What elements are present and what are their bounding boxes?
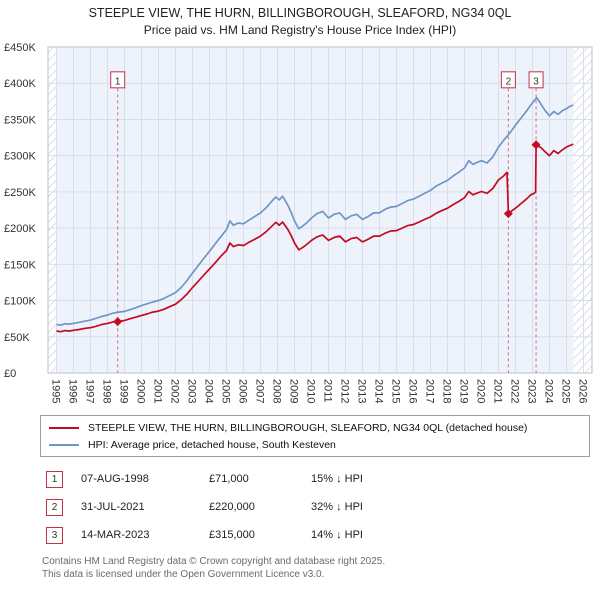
svg-text:2025: 2025 (560, 379, 572, 403)
svg-text:3: 3 (533, 76, 539, 87)
transaction-hpi-delta: 32% ↓ HPI (311, 501, 363, 513)
svg-text:2009: 2009 (288, 379, 300, 403)
legend-label-price-paid: STEEPLE VIEW, THE HURN, BILLINGBOROUGH, … (88, 421, 528, 434)
svg-text:2020: 2020 (475, 379, 487, 403)
legend-swatch-price-paid (49, 426, 79, 429)
svg-text:1997: 1997 (84, 379, 96, 403)
license-footer: Contains HM Land Registry data © Crown c… (42, 555, 600, 581)
svg-text:£150K: £150K (4, 259, 36, 271)
svg-text:£50K: £50K (4, 332, 30, 344)
svg-text:2001: 2001 (152, 379, 164, 403)
svg-text:£100K: £100K (4, 296, 36, 308)
transaction-hpi-delta: 14% ↓ HPI (311, 529, 363, 541)
legend-item-hpi: HPI: Average price, detached house, Sout… (49, 436, 581, 453)
svg-text:1996: 1996 (67, 379, 79, 403)
transactions-table: 1 07-AUG-1998 £71,000 15% ↓ HPI 2 31-JUL… (46, 465, 600, 549)
transaction-number-badge: 1 (46, 470, 63, 488)
footer-line1: Contains HM Land Registry data © Crown c… (42, 556, 386, 567)
svg-text:1999: 1999 (118, 379, 130, 403)
svg-text:1995: 1995 (50, 379, 62, 403)
svg-text:2021: 2021 (492, 379, 504, 403)
svg-text:£200K: £200K (4, 223, 36, 235)
svg-text:2012: 2012 (339, 379, 351, 403)
transaction-row-3: 3 14-MAR-2023 £315,000 14% ↓ HPI (46, 521, 600, 549)
svg-text:2: 2 (506, 76, 512, 87)
svg-text:2022: 2022 (509, 379, 521, 403)
svg-text:2016: 2016 (407, 379, 419, 403)
svg-text:2026: 2026 (577, 379, 589, 403)
svg-text:£250K: £250K (4, 187, 36, 199)
svg-text:1: 1 (115, 76, 121, 87)
svg-text:£350K: £350K (4, 114, 36, 126)
svg-text:2015: 2015 (390, 379, 402, 403)
transaction-price: £315,000 (209, 529, 255, 541)
svg-text:£400K: £400K (4, 78, 36, 90)
svg-text:£0: £0 (4, 368, 16, 380)
price-chart: 1 2 3 £0 £50K £100K £150K £200K £250K £300K £350K £… (4, 42, 593, 403)
transaction-date: 31-JUL-2021 (81, 501, 145, 513)
svg-text:2018: 2018 (441, 379, 453, 403)
legend-label-hpi: HPI: Average price, detached house, Sout… (88, 438, 336, 451)
transaction-price: £71,000 (209, 473, 249, 485)
transaction-price: £220,000 (209, 501, 255, 513)
legend-item-price-paid: STEEPLE VIEW, THE HURN, BILLINGBOROUGH, … (49, 419, 581, 436)
svg-text:2000: 2000 (135, 379, 147, 403)
svg-text:2006: 2006 (237, 379, 249, 403)
transaction-date: 07-AUG-1998 (81, 473, 149, 485)
chart-legend: STEEPLE VIEW, THE HURN, BILLINGBOROUGH, … (40, 415, 590, 457)
svg-text:£450K: £450K (4, 42, 36, 54)
svg-text:2007: 2007 (254, 379, 266, 403)
svg-text:2010: 2010 (305, 379, 317, 403)
svg-text:2014: 2014 (373, 379, 385, 403)
legend-swatch-hpi (49, 443, 79, 446)
transaction-row-1: 1 07-AUG-1998 £71,000 15% ↓ HPI (46, 465, 600, 493)
transaction-number-badge: 3 (46, 526, 63, 544)
svg-text:£300K: £300K (4, 151, 36, 163)
svg-text:2003: 2003 (186, 379, 198, 403)
transaction-hpi-delta: 15% ↓ HPI (311, 473, 363, 485)
svg-text:2004: 2004 (203, 379, 215, 403)
svg-text:2019: 2019 (458, 379, 470, 403)
page-title: STEEPLE VIEW, THE HURN, BILLINGBOROUGH, … (88, 6, 512, 20)
transaction-number-badge: 2 (46, 498, 63, 516)
svg-text:2017: 2017 (424, 379, 436, 403)
svg-text:2002: 2002 (169, 379, 181, 403)
svg-text:2005: 2005 (220, 379, 232, 403)
svg-text:2013: 2013 (356, 379, 368, 403)
svg-text:1998: 1998 (101, 379, 113, 403)
svg-text:2008: 2008 (271, 379, 283, 403)
transaction-row-2: 2 31-JUL-2021 £220,000 32% ↓ HPI (46, 493, 600, 521)
page-subtitle: Price paid vs. HM Land Registry's House … (143, 23, 457, 37)
transaction-date: 14-MAR-2023 (81, 529, 150, 541)
svg-text:2024: 2024 (543, 379, 555, 403)
svg-text:2023: 2023 (526, 379, 538, 403)
svg-text:2011: 2011 (322, 379, 334, 403)
footer-line2: This data is licensed under the Open Gov… (42, 569, 325, 580)
